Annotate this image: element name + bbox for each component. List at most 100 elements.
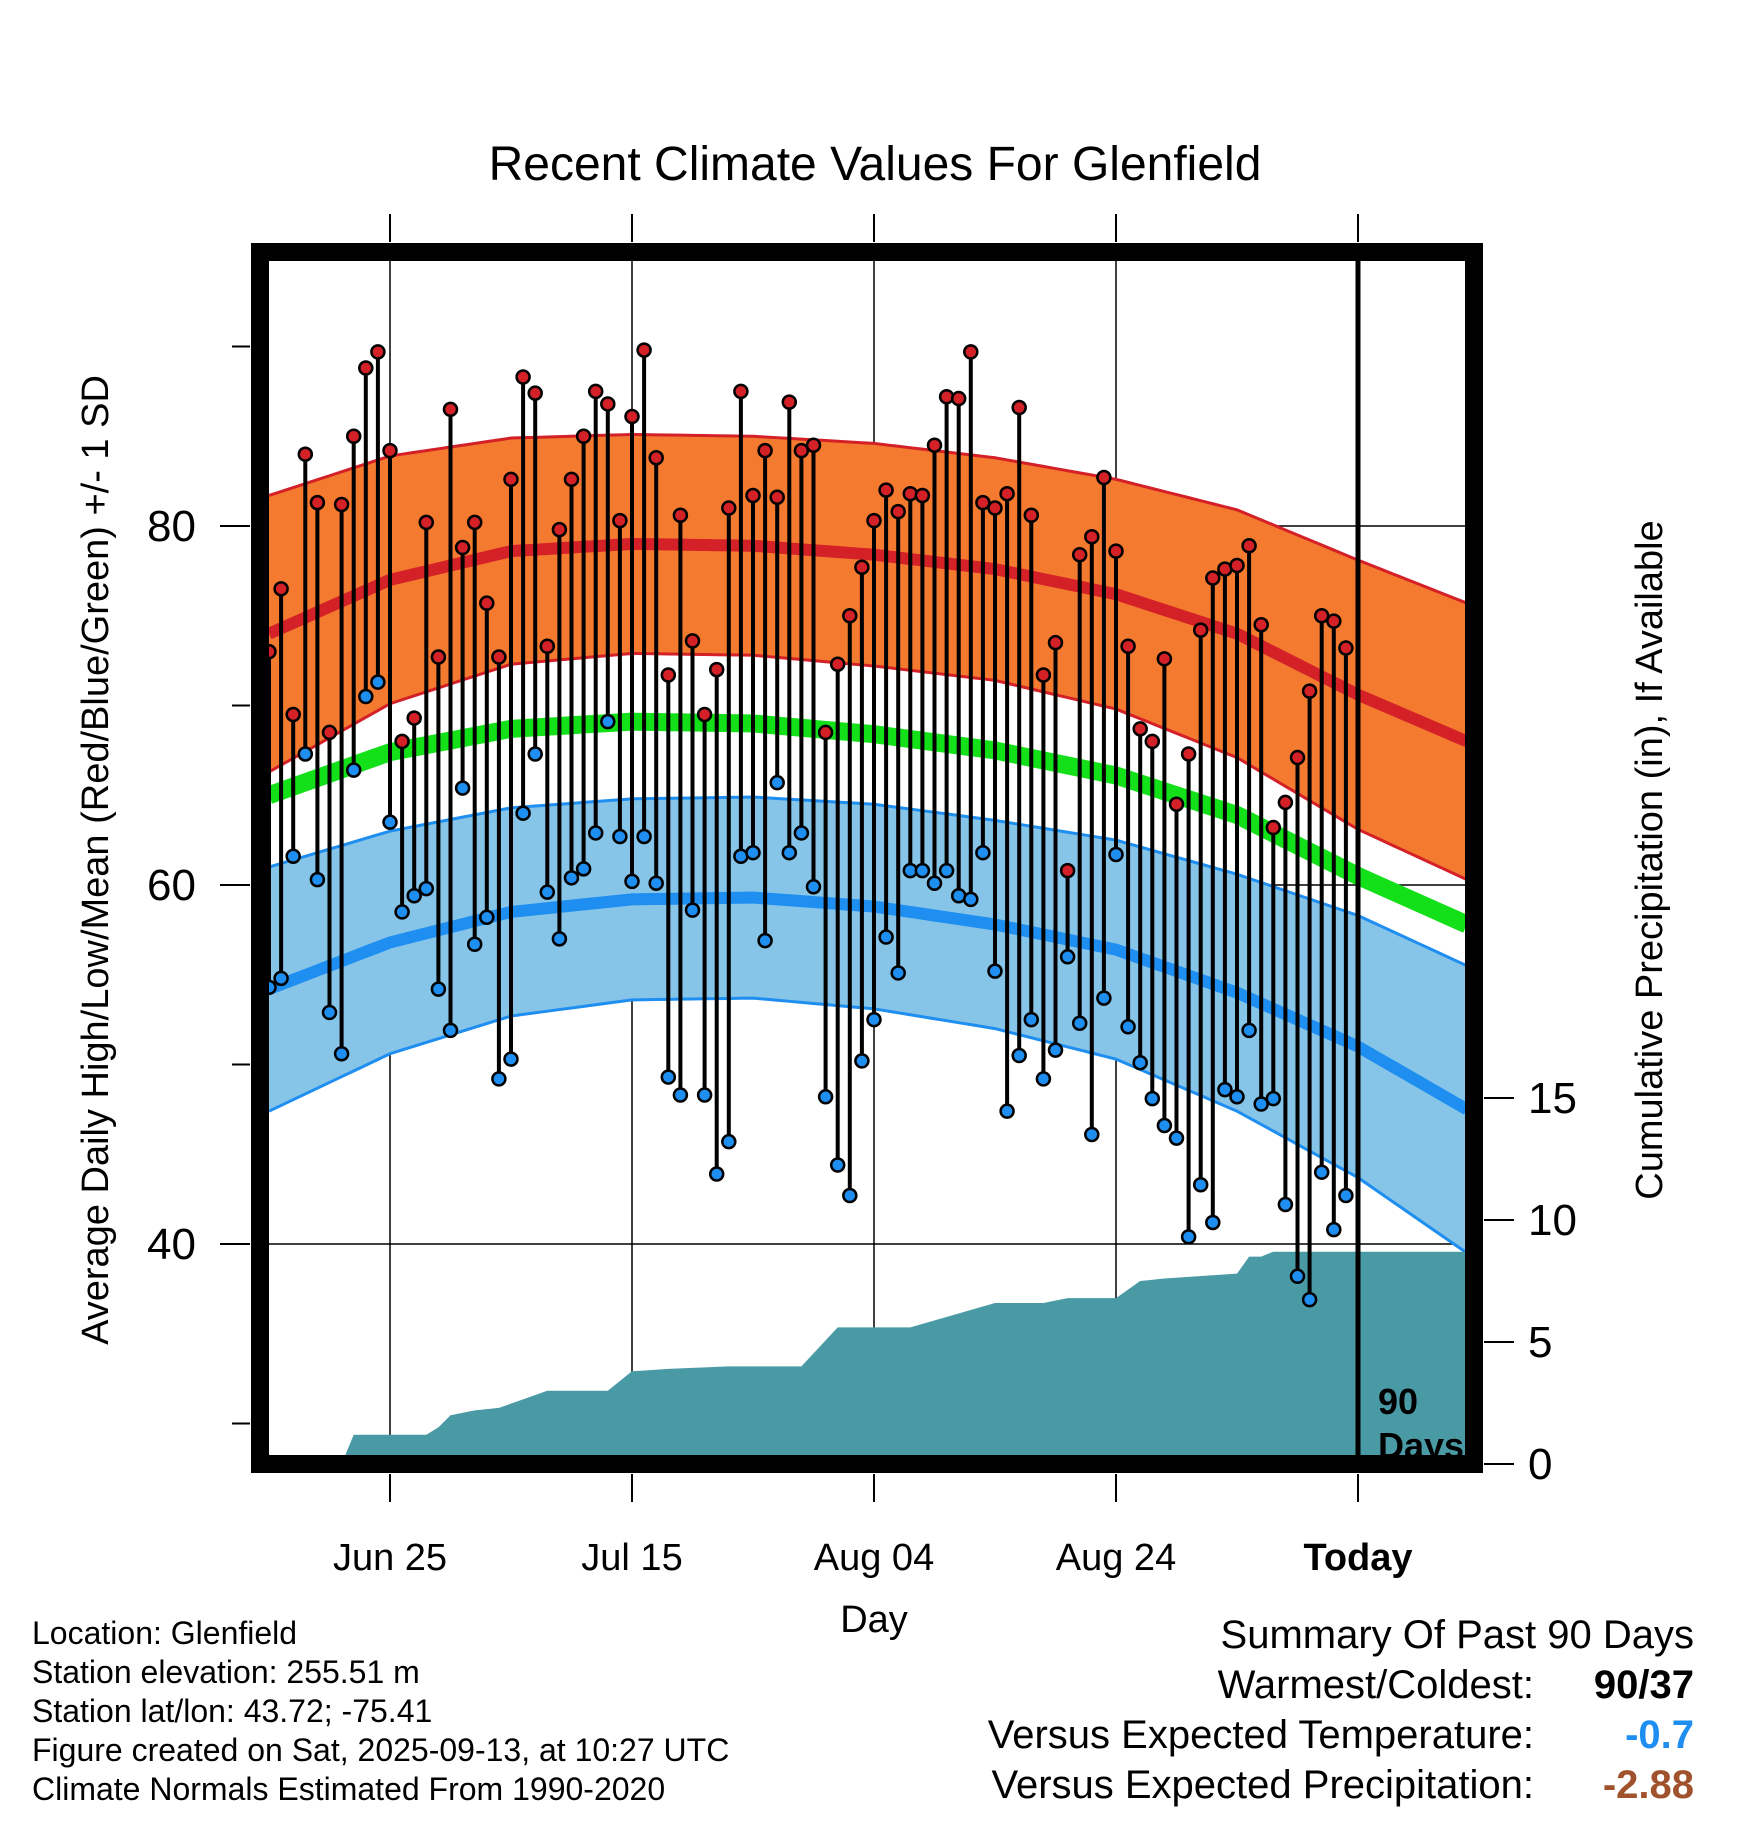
daily-low-point [539, 884, 556, 900]
daily-stems [267, 350, 1348, 1300]
daily-high-point [1229, 557, 1245, 574]
daily-high-point [1180, 746, 1197, 762]
daily-high-point [842, 608, 858, 624]
daily-low-point [503, 1051, 519, 1067]
daily-high-point [636, 342, 652, 358]
daily-low-point [1156, 1117, 1173, 1134]
daily-low-point [1180, 1229, 1197, 1245]
daily-low-point [587, 825, 604, 841]
daily-high-point [914, 487, 931, 504]
daily-low-point [345, 762, 362, 778]
daily-low-point [418, 880, 435, 897]
daily-low-point [696, 1087, 713, 1103]
cumulative-precip-area [269, 1251, 1467, 1464]
elevation-text: Station elevation: 255.51 m [32, 1654, 420, 1690]
warmest-coldest-label: Warmest/Coldest: [1217, 1663, 1534, 1707]
daily-high-point [1132, 721, 1148, 737]
daily-high-point [527, 385, 543, 401]
normals-text: Climate Normals Estimated From 1990-2020 [32, 1771, 666, 1807]
daily-low-point [938, 862, 955, 879]
daily-high-point [466, 514, 483, 531]
daily-low-point [333, 1045, 350, 1062]
daily-high-point [648, 450, 664, 466]
daily-low-point [781, 844, 798, 861]
daily-low-point [648, 875, 664, 891]
daily-high-point [382, 442, 398, 459]
daily-low-point [1096, 990, 1112, 1006]
daily-high-point [1011, 399, 1027, 416]
daily-low-point [1265, 1090, 1282, 1107]
daily-high-point [1313, 608, 1330, 624]
daily-high-point [1144, 733, 1161, 750]
daily-low-point [1326, 1221, 1342, 1238]
x-tick-label: Jul 15 [581, 1537, 682, 1579]
daily-low-point [890, 965, 906, 981]
daily-low-point [370, 674, 386, 690]
summary-panel: Summary Of Past 90 Days Warmest/Coldest:… [794, 1610, 1694, 1810]
daily-high-point [1253, 616, 1269, 633]
daily-high-point [1047, 634, 1064, 651]
daily-low-point [1035, 1071, 1052, 1087]
daily-high-point [781, 394, 798, 410]
normal-high-line [266, 537, 1470, 747]
daily-high-point [370, 344, 386, 360]
plot-area [260, 252, 1474, 1464]
daily-low-point [358, 688, 374, 705]
x-tick-label: Aug 04 [814, 1537, 934, 1579]
daily-high-point [721, 500, 737, 516]
daily-low-point [454, 780, 471, 796]
daily-high-point [479, 595, 495, 611]
daily-low-point [1120, 1019, 1136, 1035]
daily-low-point [430, 981, 447, 997]
station-info: Location: Glenfield Station elevation: 2… [32, 1614, 729, 1809]
daily-low-point [829, 1157, 846, 1173]
daily-low-point [636, 828, 652, 845]
daily-low-point [769, 774, 785, 791]
precip-anomaly-label: Versus Expected Precipitation: [991, 1763, 1534, 1807]
warmest-coldest-value: 90/37 [1593, 1663, 1694, 1707]
daily-low-point [975, 844, 991, 861]
daily-high-point [829, 656, 846, 672]
daily-high-point [285, 706, 301, 723]
daily-low-point [612, 828, 628, 845]
daily-high-point [539, 638, 556, 655]
daily-high-point [309, 494, 326, 511]
daily-low-point [757, 932, 773, 949]
daily-high-point [987, 500, 1003, 516]
daily-low-point [442, 1022, 459, 1039]
daily-low-point [1277, 1196, 1294, 1213]
daily-low-point [987, 963, 1003, 979]
daily-high-point [769, 489, 785, 506]
normal-bands [265, 432, 1471, 1255]
daily-high-point [430, 649, 447, 665]
daily-high-point [551, 521, 568, 538]
daily-high-point [938, 389, 955, 405]
daily-high-point [418, 514, 435, 531]
created-text: Figure created on Sat, 2025-09-13, at 10… [32, 1732, 730, 1768]
daily-low-point [999, 1103, 1015, 1119]
y-right-tick-label: 15 [1528, 1074, 1577, 1123]
daily-low-point [1253, 1096, 1269, 1112]
daily-low-point [708, 1166, 725, 1182]
daily-high-point [406, 710, 422, 726]
daily-low-point [491, 1071, 507, 1087]
daily-low-point [1313, 1164, 1330, 1180]
daily-high-point [1023, 507, 1040, 523]
daily-high-point [612, 512, 628, 529]
y-axis-left-label: Average Daily High/Low/Mean (Red/Blue/Gr… [75, 375, 117, 1345]
daily-high-point [587, 383, 604, 400]
daily-low-point [721, 1133, 737, 1150]
daily-high-point [926, 437, 943, 453]
daily-low-point [1229, 1089, 1245, 1105]
daily-low-point [297, 746, 314, 762]
daily-low-point [672, 1087, 689, 1103]
daily-high-point [902, 485, 919, 502]
daily-low-point [1059, 949, 1076, 965]
today-days-label-2: Days [1378, 1425, 1464, 1466]
daily-high-point [672, 507, 689, 523]
daily-high-point [1035, 667, 1052, 683]
daily-high-point [1108, 543, 1124, 559]
daily-low-point [878, 929, 894, 945]
daily-low-point [600, 713, 616, 730]
x-tick-label: Today [1303, 1537, 1412, 1579]
